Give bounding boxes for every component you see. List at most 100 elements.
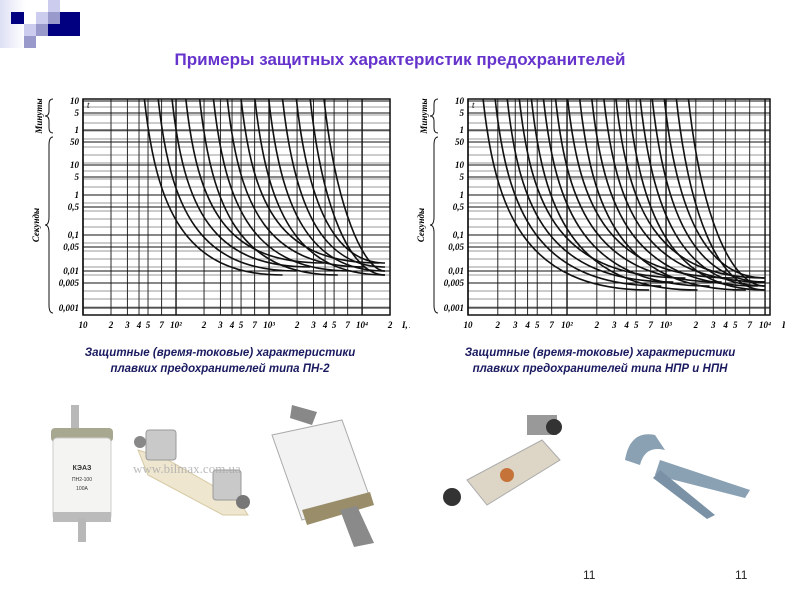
photo-fuse-npr-holder — [443, 415, 562, 506]
slide-title: Примеры защитных характеристик предохран… — [174, 50, 626, 69]
characteristic-curve — [185, 98, 324, 264]
x-tick-label: 5 — [634, 320, 639, 330]
x-tick-label: 4 — [322, 320, 328, 330]
x-tick-label: 5 — [239, 320, 244, 330]
x-tick-label: 3 — [710, 320, 716, 330]
y-tick-label: 0,05 — [448, 242, 464, 252]
characteristic-curve — [281, 98, 386, 268]
x-tick-label: 10 — [79, 320, 89, 330]
x-tick-label: 10² — [170, 320, 182, 330]
x-tick-label: 2 — [294, 320, 300, 330]
characteristic-curve — [309, 98, 386, 276]
x-tick-label: 7 — [747, 320, 752, 330]
y-tick-label: 0,005 — [444, 278, 465, 288]
x-tick-label: 2 — [495, 320, 501, 330]
characteristic-curve — [482, 98, 650, 291]
y-label-seconds: Секунды — [416, 208, 426, 242]
characteristic-curve — [254, 98, 386, 276]
y-tick-label: 1 — [75, 190, 80, 200]
photo-fuse-base — [134, 429, 250, 516]
page-number: 11 — [735, 568, 748, 582]
caption-line: плавких предохранителей типа НПР и НПН — [472, 363, 728, 375]
characteristic-curve — [627, 98, 766, 291]
x-tick-label: 10² — [561, 320, 573, 330]
x-tick-label: 10³ — [263, 320, 275, 330]
x-tick-label: 3 — [124, 320, 130, 330]
characteristic-curve — [240, 98, 380, 264]
plot-frame — [82, 98, 391, 316]
y-tick-label: 10 — [455, 160, 465, 170]
caption-pn2: Защитные (время-токовые) характеристики … — [40, 345, 400, 377]
y-label-minutes: Минуты — [34, 98, 44, 134]
y-tick-label: 0,5 — [68, 202, 80, 212]
t-axis-label: t — [87, 100, 90, 110]
plot-frame — [467, 98, 771, 316]
x-tick-label: 3 — [217, 320, 223, 330]
x-tick-label: 7 — [345, 320, 350, 330]
caption-npr-npn: Защитные (время-токовые) характеристики … — [420, 345, 780, 377]
characteristic-curve — [603, 98, 766, 283]
x-tick-label: 4 — [524, 320, 530, 330]
x-tick-label: 7 — [549, 320, 554, 330]
y-tick-label: 0,001 — [59, 303, 79, 313]
x-tick-label: 3 — [310, 320, 316, 330]
y-tick-label: 5 — [460, 108, 465, 118]
x-tick-label: 7 — [159, 320, 164, 330]
brace-seconds — [44, 136, 54, 314]
x-tick-label: 3 — [512, 320, 518, 330]
caption-line: Защитные (время-токовые) характеристики — [464, 347, 736, 359]
characteristic-curve — [591, 98, 758, 287]
x-tick-label: 4 — [136, 320, 142, 330]
fuse-label: КЭАЗ — [73, 465, 92, 472]
y-tick-label: 0,1 — [68, 230, 79, 240]
x-tick-label: 2 — [387, 320, 393, 330]
y-tick-label: 0,05 — [63, 242, 79, 252]
time-current-chart-npr-npn: 102345710²2345710³2345710⁴I, A1051501051… — [416, 96, 785, 330]
characteristic-curve — [542, 98, 710, 287]
characteristic-curve — [554, 98, 722, 283]
characteristic-curve — [566, 98, 734, 279]
characteristic-curve — [530, 98, 698, 291]
characteristic-curve — [663, 98, 766, 279]
brace-minutes — [429, 98, 439, 134]
x-tick-label: 5 — [146, 320, 151, 330]
y-tick-label: 10 — [455, 96, 465, 106]
photo-fuse-npn-body — [271, 405, 374, 547]
x-tick-label: 7 — [648, 320, 653, 330]
y-tick-label: 1 — [460, 190, 465, 200]
x-tick-label: 2 — [108, 320, 114, 330]
y-tick-label: 0,001 — [444, 303, 464, 313]
watermark: www.bilmax.com.ua — [133, 461, 241, 476]
characteristic-curve — [198, 98, 338, 276]
x-axis-label: I, A — [781, 320, 785, 330]
y-label-minutes: Минуты — [419, 98, 429, 134]
characteristic-curve — [212, 98, 352, 272]
x-tick-label: 4 — [229, 320, 235, 330]
x-tick-label: 10⁴ — [356, 320, 368, 330]
y-tick-label: 10 — [70, 160, 80, 170]
characteristic-curve — [651, 98, 766, 283]
y-tick-label: 50 — [70, 137, 80, 147]
x-tick-label: 10³ — [660, 320, 672, 330]
x-tick-label: 2 — [693, 320, 699, 330]
t-axis-label: t — [472, 100, 475, 110]
caption-line: плавких предохранителей типа ПН-2 — [110, 363, 330, 375]
y-tick-label: 0,005 — [59, 278, 80, 288]
x-axis-label: I, A — [401, 320, 410, 330]
characteristic-curve — [143, 98, 283, 276]
fuse-label: 100А — [76, 486, 88, 492]
characteristic-curve — [295, 98, 386, 264]
characteristic-curve — [578, 98, 746, 291]
caption-line: Защитные (время-токовые) характеристики — [84, 347, 356, 359]
x-tick-label: 4 — [623, 320, 629, 330]
page-number: 11 — [583, 568, 596, 582]
x-tick-label: 10⁴ — [759, 320, 771, 330]
characteristic-curve — [687, 98, 766, 287]
y-tick-label: 1 — [460, 125, 465, 135]
x-tick-label: 2 — [201, 320, 207, 330]
brace-seconds — [429, 136, 439, 314]
y-tick-label: 5 — [75, 108, 80, 118]
y-tick-label: 50 — [455, 137, 465, 147]
